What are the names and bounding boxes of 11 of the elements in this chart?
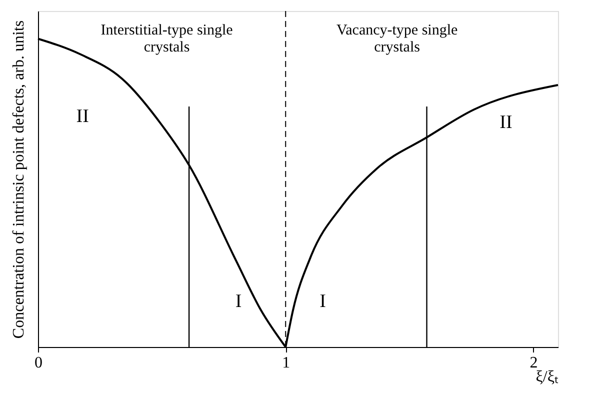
annotation: I: [235, 290, 242, 312]
x-tick-label: 2: [530, 354, 538, 372]
y-axis-title: Concentration of intrinsic point defects, arb. units: [10, 20, 28, 339]
annotation: Interstitial-type single crystals: [100, 22, 234, 56]
annotation: Vacancy-type single crystals: [336, 22, 458, 56]
annotation: I: [320, 290, 326, 312]
x-tick-label: 0: [34, 354, 42, 372]
x-tick-label: 1: [282, 354, 290, 372]
annotation: II: [76, 106, 89, 127]
annotation: II: [500, 112, 512, 133]
x-axis-title: ξ/ξₜ: [536, 368, 558, 386]
